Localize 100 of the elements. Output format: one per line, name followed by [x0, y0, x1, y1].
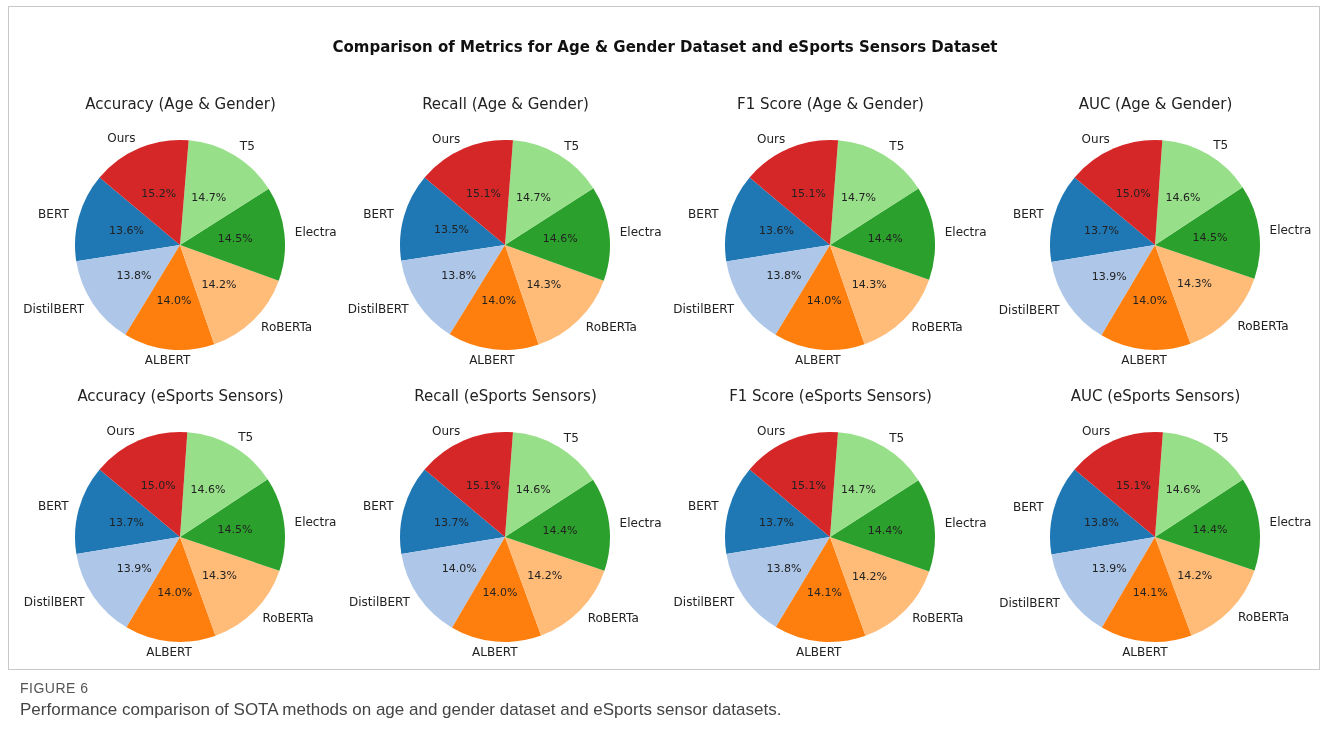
data-label: 14.6%: [1165, 190, 1201, 204]
slice-label: ALBERT: [795, 644, 843, 659]
data-label: 13.8%: [441, 269, 477, 283]
data-label: 14.4%: [1192, 523, 1228, 537]
slice-label: Electra: [619, 225, 662, 240]
data-label: 13.7%: [759, 515, 794, 529]
data-label: 13.8%: [1083, 515, 1119, 529]
data-label: 14.0%: [156, 293, 192, 307]
caption: FIGURE 6: [20, 680, 90, 696]
slice-label: ALBERT: [472, 645, 519, 660]
slice-label: BERT: [38, 207, 70, 222]
data-label: 14.6%: [190, 482, 226, 496]
slice-label: Electra: [1269, 515, 1312, 530]
slice-label: RoBERTa: [912, 611, 964, 626]
chart-title: AUC (eSports Sensors): [1070, 386, 1241, 405]
slice-label: Ours: [757, 131, 786, 146]
data-label: 13.8%: [116, 269, 152, 283]
slice-label: BERT: [363, 206, 395, 221]
slice-label: Electra: [1269, 223, 1312, 238]
slice-label: BERT: [38, 499, 70, 514]
slice-label: RoBERTa: [262, 610, 314, 625]
slice-label: Ours: [431, 131, 461, 146]
data-label: 15.2%: [141, 187, 177, 201]
slice-label: DistilBERT: [23, 595, 86, 610]
chart-title: Accuracy (Age & Gender): [85, 94, 276, 113]
slice-label: T5: [237, 430, 254, 445]
data-label: 15.1%: [791, 479, 826, 493]
slice-label: DistilBERT: [673, 594, 736, 609]
data-label: 14.2%: [527, 569, 563, 583]
data-label: 14.0%: [481, 293, 517, 307]
data-label: 13.7%: [1084, 223, 1119, 237]
slice-label: BERT: [688, 499, 720, 514]
data-label: 14.4%: [542, 523, 578, 537]
data-label: 13.9%: [1091, 269, 1127, 283]
slice-label: RoBERTa: [261, 320, 313, 335]
data-label: 13.8%: [766, 561, 802, 575]
slice-label: DistilBERT: [673, 302, 735, 317]
data-label: 14.2%: [1177, 569, 1213, 583]
slice-label: RoBERTa: [1237, 610, 1290, 625]
data-label: 15.1%: [466, 187, 501, 201]
data-label: 13.9%: [1091, 562, 1127, 576]
data-label: 14.5%: [217, 232, 253, 246]
slice-label: Ours: [107, 131, 136, 146]
data-label: 14.0%: [482, 585, 518, 599]
data-label: 15.1%: [791, 187, 826, 201]
data-label: 14.2%: [851, 569, 887, 583]
slice-label: DistilBERT: [347, 301, 410, 316]
slice-label: Electra: [944, 516, 987, 531]
data-label: 14.7%: [515, 190, 551, 204]
slice-label: T5: [1212, 138, 1229, 153]
slice-label: DistilBERT: [998, 303, 1061, 318]
slice-label: Ours: [756, 423, 786, 438]
data-label: 13.7%: [434, 515, 469, 529]
data-label: 14.1%: [1132, 585, 1168, 599]
data-label: 14.7%: [191, 191, 227, 205]
data-label: 14.7%: [841, 190, 876, 204]
text: Performance comparison of SOTA methods on age and gender dataset and eSports sensor datasets.: [20, 700, 783, 720]
data-label: 13.5%: [434, 223, 470, 237]
chart-title: Recall (eSports Sensors): [414, 386, 597, 405]
chart-title: AUC (Age & Gender): [1078, 94, 1233, 113]
data-label: 14.7%: [840, 482, 876, 496]
slice-label: BERT: [1012, 499, 1045, 514]
text: Comparison of Metrics for Age & Gender Dataset and eSports Sensors Dataset: [331, 38, 999, 56]
data-label: 13.6%: [109, 223, 144, 237]
slice-label: BERT: [1013, 207, 1045, 222]
data-label: 14.0%: [806, 293, 842, 307]
slice-label: DistilBERT: [349, 595, 411, 610]
data-label: 15.1%: [466, 479, 501, 493]
data-label: 14.0%: [157, 585, 193, 599]
data-label: 13.9%: [116, 561, 152, 575]
data-label: 15.0%: [140, 479, 176, 493]
data-label: 14.4%: [867, 232, 903, 246]
slice-label: BERT: [363, 499, 395, 514]
data-label: 14.1%: [807, 585, 843, 599]
slice-label: Electra: [294, 515, 337, 530]
data-label: 15.0%: [1115, 187, 1151, 201]
slice-label: DistilBERT: [23, 302, 85, 317]
data-label: 13.7%: [109, 515, 144, 529]
chart-title: F1 Score (Age & Gender): [737, 94, 924, 113]
data-label: 14.3%: [851, 277, 887, 291]
slice-label: ALBERT: [1122, 645, 1169, 660]
data-label: 14.6%: [515, 482, 551, 496]
data-label: 14.0%: [441, 561, 477, 575]
slice-label: Ours: [1081, 423, 1111, 438]
data-label: 14.5%: [1192, 231, 1228, 245]
slice-label: Ours: [1081, 131, 1110, 146]
slice-label: ALBERT: [146, 644, 193, 659]
slice-label: T5: [563, 138, 580, 153]
data-label: 14.3%: [1177, 277, 1213, 291]
slice-label: T5: [238, 139, 255, 154]
slice-label: RoBERTa: [585, 320, 637, 335]
slice-label: Electra: [619, 515, 662, 530]
slice-label: DistilBERT: [999, 595, 1061, 610]
slice-label: BERT: [688, 207, 720, 222]
slice-label: Electra: [294, 225, 337, 240]
data-label: 14.5%: [217, 523, 253, 537]
slice-label: RoBERTa: [911, 319, 963, 334]
slice-label: Electra: [944, 224, 987, 239]
chart-title: F1 Score (eSports Sensors): [729, 386, 932, 405]
chart-title: Accuracy (eSports Sensors): [77, 386, 284, 405]
